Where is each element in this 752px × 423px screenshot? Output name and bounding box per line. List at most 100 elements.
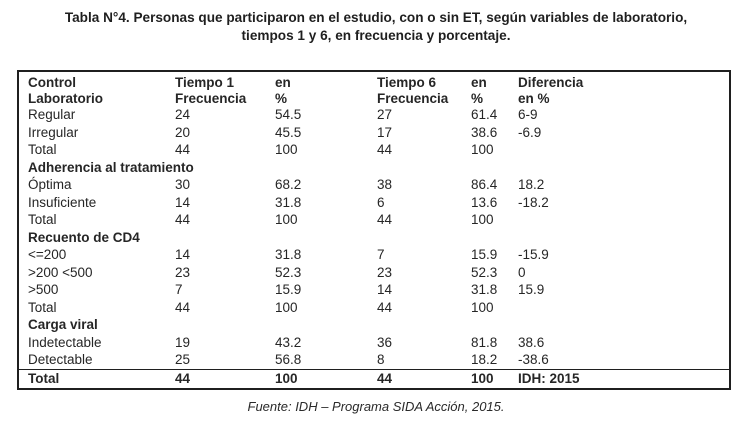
cell-p6: 100 (471, 212, 494, 227)
table-row: Detectable 25 56.8 8 18.2 -38.6 (19, 351, 729, 369)
cell-diff: -18.2 (518, 194, 549, 210)
cell-diff: -38.6 (518, 352, 549, 367)
cell-p1: 15.9 (275, 282, 302, 297)
table-row: >500 7 15.9 14 31.8 15.9 (19, 281, 729, 299)
cell-p6: 52.3 (471, 264, 498, 280)
cell-p6: 100 (471, 299, 494, 315)
cell-p1: 31.8 (275, 247, 302, 262)
cell-label: Irregular (28, 124, 79, 140)
cell-label: >500 (28, 282, 59, 297)
header-cell-en-pct-t1: en % (275, 75, 291, 106)
cell-diff: -15.9 (518, 247, 549, 262)
source-note: Fuente: IDH – Programa SIDA Acción, 2015… (247, 399, 505, 414)
cell-t6: 36 (377, 334, 393, 350)
table-row: Total 44 100 44 100 (19, 299, 729, 317)
cell-t1: 14 (175, 247, 191, 262)
cell-label: >200 <500 (28, 264, 93, 280)
header-cell-tiempo1-frecuencia: Tiempo 1 Frecuencia (175, 75, 247, 106)
cell-t1: 19 (175, 334, 191, 350)
header-cell-diferencia: Diferencia en % (518, 75, 584, 106)
section-header-row: Carga viral (19, 316, 729, 334)
table-header-row: Control Laboratorio Tiempo 1 Frecuencia … (19, 72, 729, 106)
cell-t1: 24 (175, 107, 191, 122)
cell-p1: 68.2 (275, 177, 302, 192)
table-row: Insuficiente 14 31.8 6 13.6 -18.2 (19, 194, 729, 212)
cell-label: <=200 (28, 247, 67, 262)
cell-p1: 100 (275, 299, 298, 315)
cell-t6: 38 (377, 177, 393, 192)
table-body: Regular 24 54.5 27 61.4 6-9 Irregular 20 45.5 17 3… (19, 106, 729, 386)
data-table: Control Laboratorio Tiempo 1 Frecuencia … (17, 70, 731, 390)
cell-t1: 25 (175, 352, 191, 367)
section-header-row: Recuento de CD4 (19, 229, 729, 247)
cell-t1: 44 (175, 212, 191, 227)
cell-t1: 20 (175, 124, 191, 140)
cell-t6: 44 (377, 212, 393, 227)
cell-t6: 7 (377, 247, 385, 262)
section-label: Carga viral (28, 317, 98, 332)
cell-t6: 6 (377, 194, 385, 210)
cell-label: Total (28, 212, 57, 227)
cell-t6: 27 (377, 107, 393, 122)
cell-t6: 14 (377, 282, 393, 297)
cell-p1: 100 (275, 142, 298, 157)
cell-p6: 31.8 (471, 282, 498, 297)
cell-p1: 56.8 (275, 352, 302, 367)
cell-p1: 54.5 (275, 107, 302, 122)
cell-t1: 23 (175, 264, 191, 280)
cell-p6: 100 (471, 370, 494, 386)
header-cell-en-pct-t6: en % (471, 75, 487, 106)
cell-p1: 43.2 (275, 334, 302, 350)
cell-label: Total (28, 370, 60, 386)
cell-t1: 44 (175, 142, 191, 157)
cell-t6: 8 (377, 352, 385, 367)
cell-p6: 18.2 (471, 352, 498, 367)
cell-diff: IDH: 2015 (518, 370, 580, 386)
cell-p6: 61.4 (471, 107, 498, 122)
cell-diff: 0 (518, 264, 526, 280)
table-caption-line2: tiempos 1 y 6, en frecuencia y porcentaj… (241, 28, 511, 43)
cell-t1: 7 (175, 282, 183, 297)
cell-t1: 44 (175, 370, 191, 386)
table-row: Total 44 100 44 100 (19, 141, 729, 159)
cell-p1: 52.3 (275, 264, 302, 280)
cell-p1: 100 (275, 212, 298, 227)
table-row: <=200 14 31.8 7 15.9 -15.9 (19, 246, 729, 264)
cell-label: Total (28, 299, 57, 315)
table-row: Total 44 100 44 100 (19, 211, 729, 229)
cell-t6: 44 (377, 370, 393, 386)
table-row: Irregular 20 45.5 17 38.6 -6.9 (19, 124, 729, 142)
cell-t1: 30 (175, 177, 191, 192)
table-caption-line1: Tabla N°4. Personas que participaron en … (64, 10, 688, 25)
cell-label: Total (28, 142, 57, 157)
table-row: Óptima 30 68.2 38 86.4 18.2 (19, 176, 729, 194)
header-cell-control-laboratorio: Control Laboratorio (28, 75, 104, 106)
cell-label: Detectable (28, 352, 93, 367)
cell-p6: 15.9 (471, 247, 498, 262)
cell-diff: 6-9 (518, 107, 538, 122)
table-row: Indetectable 19 43.2 36 81.8 38.6 (19, 334, 729, 352)
cell-label: Indetectable (28, 334, 102, 350)
section-label: Recuento de CD4 (28, 229, 140, 245)
table-row: Regular 24 54.5 27 61.4 6-9 (19, 106, 729, 124)
cell-t6: 17 (377, 124, 393, 140)
cell-t6: 44 (377, 299, 393, 315)
section-label: Adherencia al tratamiento (28, 159, 194, 175)
cell-p6: 100 (471, 142, 494, 157)
cell-p6: 86.4 (471, 177, 498, 192)
cell-t6: 23 (377, 264, 393, 280)
table-row: Total 44 100 44 100 IDH: 2015 (19, 368, 729, 387)
cell-p6: 13.6 (471, 194, 498, 210)
cell-diff: 38.6 (518, 334, 545, 350)
cell-p6: 38.6 (471, 124, 498, 140)
cell-p1: 45.5 (275, 124, 302, 140)
cell-t1: 44 (175, 299, 191, 315)
cell-t6: 44 (377, 142, 393, 157)
cell-diff: 15.9 (518, 282, 545, 297)
header-cell-tiempo6-frecuencia: Tiempo 6 Frecuencia (377, 75, 449, 106)
section-header-row: Adherencia al tratamiento (19, 159, 729, 177)
table-caption: Tabla N°4. Personas que participaron en … (0, 9, 752, 45)
cell-diff (518, 299, 729, 317)
cell-label: Insuficiente (28, 194, 97, 210)
cell-diff (518, 141, 729, 159)
